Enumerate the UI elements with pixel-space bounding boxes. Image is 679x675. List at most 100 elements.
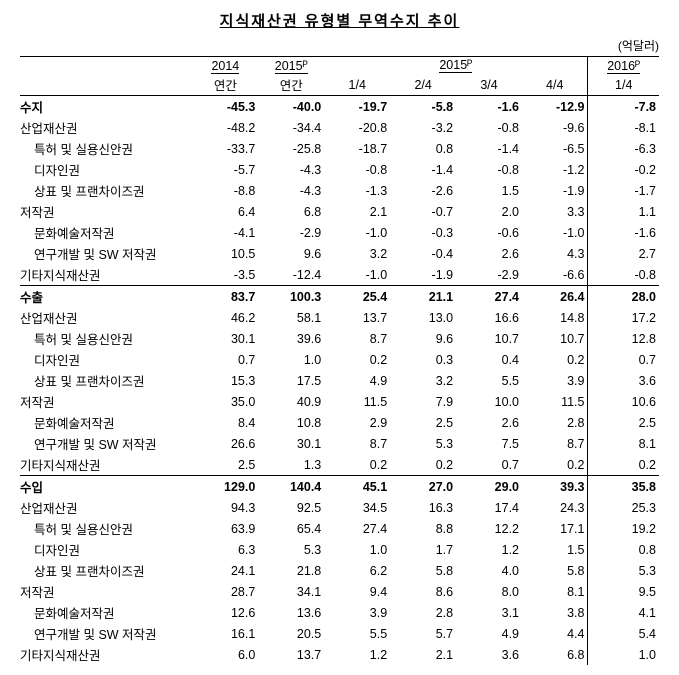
cell-value: 5.4: [588, 623, 659, 644]
cell-value: 5.8: [522, 560, 588, 581]
cell-value: 12.6: [192, 602, 258, 623]
table-row: 문화예술저작권-4.1-2.9-1.0-0.3-0.6-1.0-1.6: [20, 222, 659, 243]
table-row: 상표 및 프랜차이즈권-8.8-4.3-1.3-2.61.5-1.9-1.7: [20, 180, 659, 201]
cell-value: -45.3: [192, 96, 258, 118]
cell-value: 2.5: [588, 412, 659, 433]
header-group: 2015ᴾ: [324, 57, 588, 75]
cell-value: 0.2: [324, 349, 390, 370]
cell-value: 6.4: [192, 201, 258, 222]
header-sub: 연간: [192, 74, 258, 96]
cell-value: 8.4: [192, 412, 258, 433]
cell-value: -4.3: [258, 180, 324, 201]
header-sub: 2/4: [390, 74, 456, 96]
cell-value: 16.1: [192, 623, 258, 644]
row-label: 특허 및 실용신안권: [20, 138, 192, 159]
cell-value: -0.6: [456, 222, 522, 243]
cell-value: 28.0: [588, 286, 659, 308]
row-label: 연구개발 및 SW 저작권: [20, 623, 192, 644]
cell-value: 26.4: [522, 286, 588, 308]
cell-value: -1.0: [522, 222, 588, 243]
cell-value: 8.1: [588, 433, 659, 454]
cell-value: 3.6: [588, 370, 659, 391]
cell-value: 0.8: [588, 539, 659, 560]
cell-value: 5.3: [588, 560, 659, 581]
cell-value: 83.7: [192, 286, 258, 308]
cell-value: 58.1: [258, 307, 324, 328]
cell-value: 92.5: [258, 497, 324, 518]
cell-value: 3.9: [324, 602, 390, 623]
cell-value: -1.3: [324, 180, 390, 201]
cell-value: 30.1: [192, 328, 258, 349]
cell-value: 63.9: [192, 518, 258, 539]
table-row: 수입129.0140.445.127.029.039.335.8: [20, 476, 659, 498]
row-label: 기타지식재산권: [20, 454, 192, 476]
header-sub: 연간: [258, 74, 324, 96]
cell-value: 45.1: [324, 476, 390, 498]
cell-value: 6.0: [192, 644, 258, 665]
table-row: 디자인권-5.7-4.3-0.8-1.4-0.8-1.2-0.2: [20, 159, 659, 180]
cell-value: -6.6: [522, 264, 588, 286]
cell-value: 1.5: [456, 180, 522, 201]
table-row: 연구개발 및 SW 저작권10.59.63.2-0.42.64.32.7: [20, 243, 659, 264]
row-label: 문화예술저작권: [20, 222, 192, 243]
cell-value: 10.7: [456, 328, 522, 349]
cell-value: 1.2: [456, 539, 522, 560]
cell-value: 0.2: [324, 454, 390, 476]
cell-value: 8.7: [324, 433, 390, 454]
cell-value: 0.8: [390, 138, 456, 159]
cell-value: 4.4: [522, 623, 588, 644]
row-label: 산업재산권: [20, 307, 192, 328]
cell-value: -1.6: [588, 222, 659, 243]
cell-value: -1.9: [390, 264, 456, 286]
cell-value: 17.4: [456, 497, 522, 518]
cell-value: 10.0: [456, 391, 522, 412]
cell-value: 11.5: [522, 391, 588, 412]
cell-value: -0.8: [456, 117, 522, 138]
row-label: 연구개발 및 SW 저작권: [20, 243, 192, 264]
cell-value: 2.9: [324, 412, 390, 433]
table-row: 디자인권6.35.31.01.71.21.50.8: [20, 539, 659, 560]
cell-value: -1.2: [522, 159, 588, 180]
row-label: 상표 및 프랜차이즈권: [20, 370, 192, 391]
table-row: 기타지식재산권6.013.71.22.13.66.81.0: [20, 644, 659, 665]
table-row: 문화예술저작권8.410.82.92.52.62.82.5: [20, 412, 659, 433]
cell-value: -1.4: [390, 159, 456, 180]
cell-value: 8.6: [390, 581, 456, 602]
cell-value: 4.3: [522, 243, 588, 264]
table-row: 산업재산권-48.2-34.4-20.8-3.2-0.8-9.6-8.1: [20, 117, 659, 138]
row-label: 연구개발 및 SW 저작권: [20, 433, 192, 454]
cell-value: -9.6: [522, 117, 588, 138]
cell-value: -4.1: [192, 222, 258, 243]
cell-value: 1.2: [324, 644, 390, 665]
cell-value: 65.4: [258, 518, 324, 539]
table-body: 수지-45.3-40.0-19.7-5.8-1.6-12.9-7.8산업재산권-…: [20, 96, 659, 666]
cell-value: 5.3: [390, 433, 456, 454]
cell-value: 8.7: [324, 328, 390, 349]
table-row: 특허 및 실용신안권30.139.68.79.610.710.712.8: [20, 328, 659, 349]
cell-value: -18.7: [324, 138, 390, 159]
cell-value: -7.8: [588, 96, 659, 118]
cell-value: 140.4: [258, 476, 324, 498]
cell-value: 24.1: [192, 560, 258, 581]
row-label: 수지: [20, 96, 192, 118]
cell-value: 27.0: [390, 476, 456, 498]
cell-value: 8.0: [456, 581, 522, 602]
cell-value: -8.1: [588, 117, 659, 138]
row-label: 문화예술저작권: [20, 412, 192, 433]
page-title: 지식재산권 유형별 무역수지 추이: [20, 10, 659, 31]
cell-value: 9.5: [588, 581, 659, 602]
cell-value: 9.6: [390, 328, 456, 349]
cell-value: 13.6: [258, 602, 324, 623]
cell-value: 27.4: [456, 286, 522, 308]
table-row: 수출83.7100.325.421.127.426.428.0: [20, 286, 659, 308]
cell-value: 16.6: [456, 307, 522, 328]
cell-value: 5.3: [258, 539, 324, 560]
cell-value: 94.3: [192, 497, 258, 518]
row-label: 산업재산권: [20, 497, 192, 518]
cell-value: -6.5: [522, 138, 588, 159]
table-row: 특허 및 실용신안권63.965.427.48.812.217.119.2: [20, 518, 659, 539]
cell-value: -0.3: [390, 222, 456, 243]
cell-value: 5.5: [324, 623, 390, 644]
cell-value: 2.8: [390, 602, 456, 623]
header-sub-row: 연간 연간 1/4 2/4 3/4 4/4 1/4: [20, 74, 659, 96]
